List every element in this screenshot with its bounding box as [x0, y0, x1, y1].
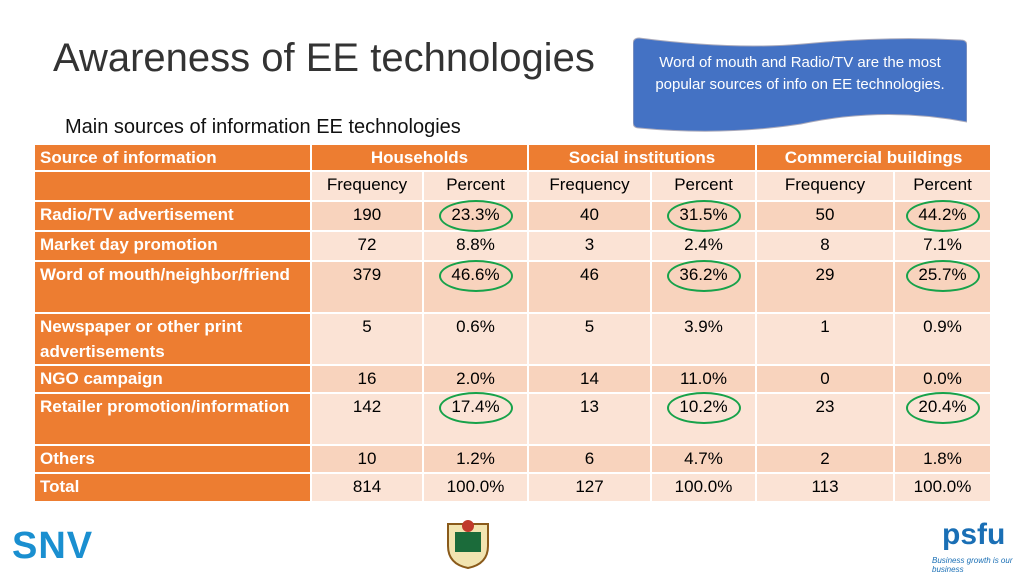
- callout-text: Word of mouth and Radio/TV are the most …: [655, 54, 945, 93]
- highlight-ring: [666, 392, 741, 424]
- highlight-ring: [905, 260, 980, 292]
- highlight-ring: [905, 392, 980, 424]
- subheader: Percent: [422, 170, 529, 202]
- cell: 31.5%: [650, 200, 757, 232]
- highlight-ring: [666, 260, 741, 292]
- table-row: Newspaper or other print advertisements 5…: [33, 312, 992, 366]
- cell: 50: [755, 200, 895, 232]
- callout-shape: [633, 37, 967, 132]
- highlight-ring: [438, 260, 513, 292]
- cell: 5: [527, 312, 652, 366]
- cell: 11.0%: [650, 364, 757, 394]
- highlight-ring: [438, 392, 513, 424]
- row-label: Radio/TV advertisement: [33, 200, 312, 232]
- subtitle: Main sources of information EE technolog…: [65, 116, 461, 138]
- cell: 23: [755, 392, 895, 446]
- cell: 0.0%: [893, 364, 992, 394]
- highlight-ring: [666, 200, 741, 232]
- subheader: Percent: [893, 170, 992, 202]
- cell: 2.0%: [422, 364, 529, 394]
- table-row: Total 814 100.0% 127 100.0% 113 100.0%: [33, 472, 992, 503]
- highlight-ring: [438, 200, 513, 232]
- cell: 13: [527, 392, 652, 446]
- group-header: Social institutions: [527, 143, 757, 172]
- cell: 1: [755, 312, 895, 366]
- cell: 10: [310, 444, 424, 474]
- cell: 127: [527, 472, 652, 503]
- cell: 10.2%: [650, 392, 757, 446]
- cell: 4.7%: [650, 444, 757, 474]
- cell: 190: [310, 200, 424, 232]
- table-row: Others 10 1.2% 6 4.7% 2 1.8%: [33, 444, 992, 474]
- table-row: Word of mouth/neighbor/friend 379 46.6% 46 3…: [33, 260, 992, 314]
- cell: 100.0%: [422, 472, 529, 503]
- cell: 7.1%: [893, 230, 992, 262]
- cell: 1.2%: [422, 444, 529, 474]
- subheader: Frequency: [755, 170, 895, 202]
- table-row: Retailer promotion/information 142 17.4% 13…: [33, 392, 992, 446]
- cell: 3.9%: [650, 312, 757, 366]
- cell: 1.8%: [893, 444, 992, 474]
- corner-cell: Source of information: [33, 143, 312, 172]
- row-label: Word of mouth/neighbor/friend: [33, 260, 312, 314]
- cell: 46.6%: [422, 260, 529, 314]
- row-label: Newspaper or other print advertisements: [33, 312, 312, 366]
- cell: 5: [310, 312, 424, 366]
- cell: 0.6%: [422, 312, 529, 366]
- subheader: Frequency: [310, 170, 424, 202]
- cell: 8: [755, 230, 895, 262]
- header-row: Source of information Households Social in…: [33, 143, 992, 172]
- data-table: Source of information Households Social in…: [33, 143, 992, 503]
- table-row: NGO campaign 16 2.0% 14 11.0% 0 0.0%: [33, 364, 992, 394]
- blank-cell: [33, 170, 312, 202]
- cell: 25.7%: [893, 260, 992, 314]
- table-row: Market day promotion 72 8.8% 3 2.4% 8 7.1%: [33, 230, 992, 262]
- cell: 29: [755, 260, 895, 314]
- cell: 0: [755, 364, 895, 394]
- cell: 46: [527, 260, 652, 314]
- group-header: Commercial buildings: [755, 143, 992, 172]
- cell: 20.4%: [893, 392, 992, 446]
- row-label: Total: [33, 472, 312, 503]
- cell: 0.9%: [893, 312, 992, 366]
- cell: 44.2%: [893, 200, 992, 232]
- cell: 113: [755, 472, 895, 503]
- cell: 814: [310, 472, 424, 503]
- title: Awareness of EE technologies: [53, 36, 595, 80]
- subheader-row: Frequency Percent Frequency Percent Frequenc…: [33, 170, 992, 202]
- row-label: NGO campaign: [33, 364, 312, 394]
- cell: 36.2%: [650, 260, 757, 314]
- cell: 2.4%: [650, 230, 757, 262]
- psfu-logo: psfu: [942, 518, 1006, 551]
- row-label: Others: [33, 444, 312, 474]
- cell: 16: [310, 364, 424, 394]
- cell: 40: [527, 200, 652, 232]
- highlight-ring: [905, 200, 980, 232]
- cell: 72: [310, 230, 424, 262]
- cell: 100.0%: [893, 472, 992, 503]
- table-row: Radio/TV advertisement 190 23.3% 40 31.5% 50 4…: [33, 200, 992, 232]
- cell: 379: [310, 260, 424, 314]
- cell: 100.0%: [650, 472, 757, 503]
- cell: 14: [527, 364, 652, 394]
- row-label: Market day promotion: [33, 230, 312, 262]
- snv-logo: SNV: [12, 525, 94, 567]
- cell: 2: [755, 444, 895, 474]
- cell: 17.4%: [422, 392, 529, 446]
- crest-logo: [447, 520, 489, 570]
- row-label: Retailer promotion/information: [33, 392, 312, 446]
- tagline: Business growth is our business: [932, 556, 1013, 574]
- cell: 23.3%: [422, 200, 529, 232]
- subheader: Percent: [650, 170, 757, 202]
- group-header: Households: [310, 143, 529, 172]
- cell: 142: [310, 392, 424, 446]
- subheader: Frequency: [527, 170, 652, 202]
- cell: 3: [527, 230, 652, 262]
- cell: 8.8%: [422, 230, 529, 262]
- cell: 6: [527, 444, 652, 474]
